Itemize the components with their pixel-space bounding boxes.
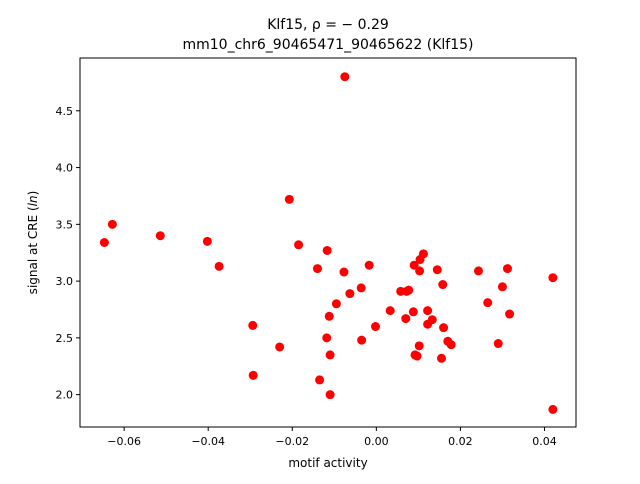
y-tick-label: 2.0 [56,389,74,402]
data-point [423,306,433,316]
data-point [408,307,418,317]
data-point [325,350,335,360]
data-point [107,219,117,229]
x-tick-label: −0.06 [107,435,141,448]
data-point [473,266,483,276]
data-point [493,339,503,349]
chart-title-line2: mm10_chr6_90465471_90465622 (Klf15) [182,37,473,53]
data-point [412,351,422,361]
data-point [364,260,374,270]
data-point [427,315,437,325]
data-point [345,289,355,299]
x-tick-label: −0.04 [191,435,225,448]
data-point [214,261,224,271]
data-point [446,340,456,350]
y-axis-label-suffix: ) [26,191,40,196]
data-point [548,404,558,414]
y-ticks: 2.0 2.5 3.0 3.5 4.0 4.5 [56,105,80,402]
data-point [99,238,109,247]
y-tick-label: 2.5 [56,332,74,345]
data-point [505,309,515,319]
data-point [385,306,395,316]
y-tick-label: 4.5 [56,105,74,118]
data-point [436,353,446,363]
data-point [325,390,335,400]
y-axis-label-italic: ln [26,195,40,206]
x-tick-label: 0.00 [364,435,389,448]
data-point [414,341,424,351]
data-point [404,285,414,295]
x-tick-label: 0.04 [532,435,557,448]
data-point [284,194,294,204]
data-point [315,375,325,385]
data-point [339,267,349,277]
data-point [322,245,332,255]
data-point [418,249,428,259]
y-tick-label: 4.0 [56,162,74,175]
data-point [340,72,350,82]
data-point [497,282,507,292]
data-point [439,323,449,333]
data-point [502,264,512,274]
data-point [356,283,366,293]
data-point [248,320,258,330]
data-point [415,266,425,276]
data-point [202,236,212,246]
data-point [483,298,493,308]
data-point [432,265,442,275]
y-tick-label: 3.5 [56,218,74,231]
data-point [401,314,411,324]
y-tick-label: 3.0 [56,275,74,288]
data-point [370,322,380,332]
data-point [331,299,341,309]
data-point [294,240,304,250]
data-point [357,335,367,345]
data-point [155,231,165,241]
x-ticks: −0.06 −0.04 −0.02 0.00 0.02 0.04 [107,427,557,448]
data-point [275,342,285,352]
data-point [248,370,258,380]
data-point [409,260,419,270]
x-tick-label: 0.02 [448,435,473,448]
x-tick-label: −0.02 [275,435,309,448]
y-axis-label-prefix: signal at CRE ( [26,206,40,294]
y-axis-label: signal at CRE (ln) [26,191,40,295]
data-point [312,264,322,274]
data-point [322,333,332,343]
data-point [548,273,558,283]
chart-title-line1: Klf15, ρ = − 0.29 [267,17,389,33]
x-axis-label: motif activity [288,456,367,470]
data-point [324,311,334,321]
data-point [438,280,448,290]
plot-frame [79,57,577,428]
points-layer [99,72,558,414]
